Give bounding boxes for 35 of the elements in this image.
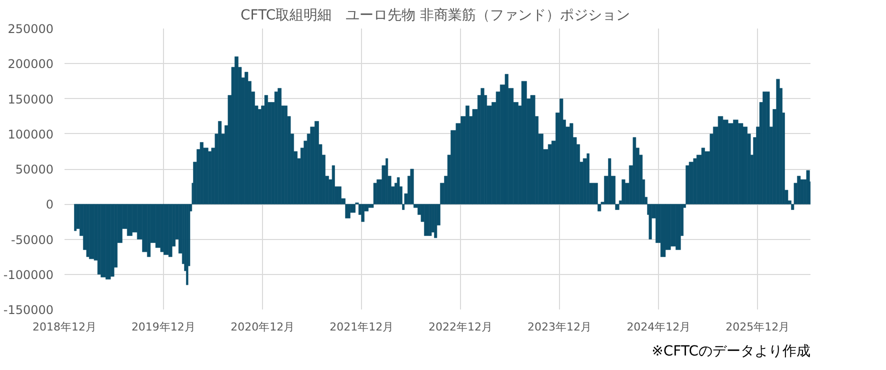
x-tick-label: 2024年12月	[626, 320, 691, 334]
y-tick-label: 100000	[8, 127, 54, 142]
bar	[434, 204, 438, 238]
bar	[688, 162, 694, 204]
bar	[361, 204, 364, 222]
chart-title: CFTC取組明細 ユーロ先物 非商業筋（ファンド）ポジション	[240, 8, 630, 24]
x-tick-label: 2022年12月	[428, 320, 493, 334]
x-tick-label: 2018年12月	[32, 320, 97, 334]
bar	[278, 88, 282, 204]
bar	[164, 204, 169, 255]
x-tick-label: 2021年12月	[330, 320, 394, 334]
y-tick-label: -100000	[3, 268, 54, 282]
bar	[530, 95, 536, 204]
x-tick-label: 2025年12月	[726, 320, 790, 334]
x-tick-label: 2020年12月	[230, 320, 295, 334]
y-tick-label: -150000	[3, 303, 54, 317]
bar	[586, 153, 590, 204]
x-tick-label: 2019年12月	[131, 320, 196, 334]
y-tick-label: 200000	[8, 57, 54, 72]
bar	[386, 158, 388, 204]
y-tick-label: 250000	[8, 22, 54, 36]
text: ※CFTCのデータより作成	[652, 344, 811, 360]
y-tick-label: -50000	[10, 232, 54, 247]
bar	[608, 158, 612, 204]
bar	[338, 186, 342, 204]
bar	[332, 165, 335, 204]
x-tick-label: 2023年12月	[527, 320, 592, 334]
y-tick-label: 150000	[8, 92, 54, 106]
bar	[410, 168, 414, 204]
y-tick-label: 50000	[15, 162, 54, 176]
bar	[622, 179, 626, 204]
bar	[766, 92, 770, 204]
bar	[806, 170, 810, 204]
bar	[632, 137, 636, 204]
y-tick-label: 0	[46, 198, 54, 212]
